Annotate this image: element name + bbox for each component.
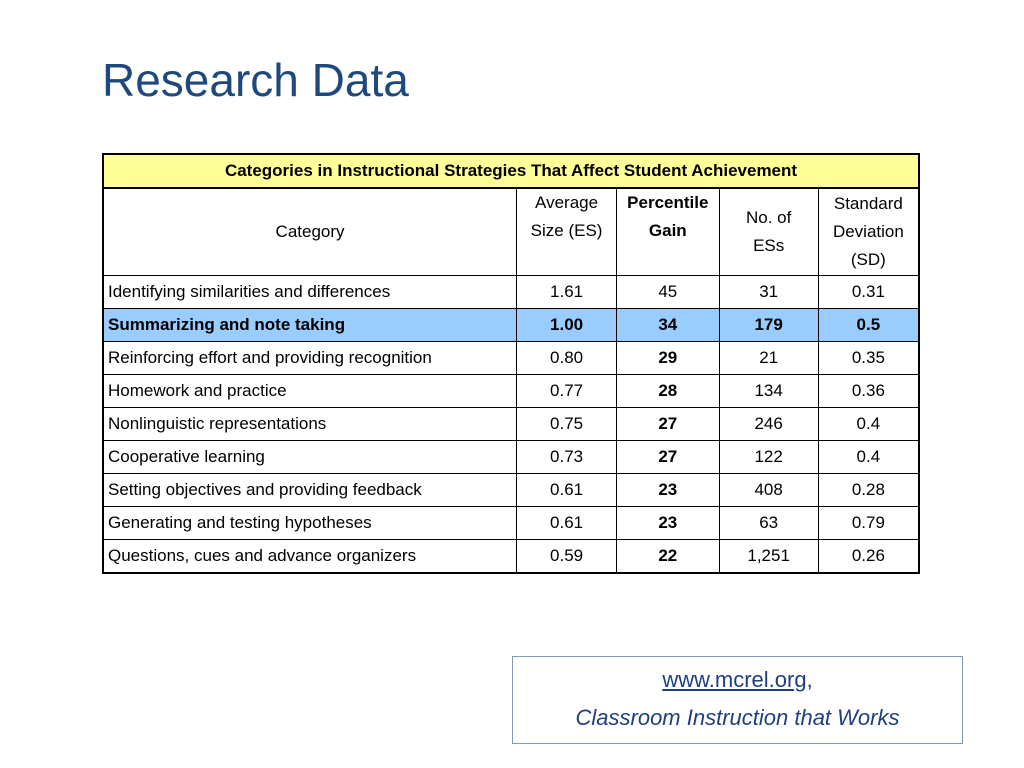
row-effect-size: 0.77 (516, 374, 618, 408)
table-row: Questions, cues and advance organizers 0… (102, 539, 920, 574)
row-number-of-es: 134 (718, 374, 819, 408)
row-effect-size: 0.59 (516, 539, 618, 574)
table-row: Identifying similarities and differences… (102, 275, 920, 309)
header-percentile-gain: Percentile Gain (616, 187, 720, 276)
row-number-of-es: 122 (718, 440, 819, 474)
header-gain-line1: Percentile (627, 193, 709, 212)
row-number-of-es: 63 (718, 506, 819, 540)
row-percentile-gain: 27 (616, 440, 720, 474)
row-percentile-gain: 29 (616, 341, 720, 375)
row-percentile-gain: 45 (616, 275, 720, 309)
row-number-of-es: 31 (718, 275, 819, 309)
table-row: Setting objectives and providing feedbac… (102, 473, 920, 507)
table-header-row: Category Average Size (ES) Percentile Ga… (102, 187, 920, 276)
table-caption-row: Categories in Instructional Strategies T… (102, 153, 920, 189)
row-standard-deviation: 0.35 (817, 341, 920, 375)
row-category: Reinforcing effort and providing recogni… (102, 341, 518, 375)
row-category: Questions, cues and advance organizers (102, 539, 518, 574)
row-effect-size: 0.61 (516, 473, 618, 507)
row-standard-deviation: 0.4 (817, 407, 920, 441)
row-standard-deviation: 0.36 (817, 374, 920, 408)
row-category: Cooperative learning (102, 440, 518, 474)
row-number-of-es: 21 (718, 341, 819, 375)
row-standard-deviation: 0.31 (817, 275, 920, 309)
row-percentile-gain: 23 (616, 473, 720, 507)
source-link-line: www.mcrel.org, (662, 667, 812, 692)
header-category: Category (102, 187, 518, 276)
row-number-of-es: 179 (718, 308, 819, 342)
row-percentile-gain: 23 (616, 506, 720, 540)
row-category: Summarizing and note taking (102, 308, 518, 342)
source-book-title: Classroom Instruction that Works (575, 705, 900, 730)
header-effect-size: Average Size (ES) (516, 187, 618, 276)
header-standard-deviation: Standard Deviation (SD) (817, 187, 920, 276)
row-effect-size: 0.73 (516, 440, 618, 474)
table-row: Nonlinguistic representations 0.75 27 24… (102, 407, 920, 441)
header-n-line2: ESs (753, 236, 785, 255)
header-number-of-es: No. of ESs (718, 187, 819, 276)
row-category: Nonlinguistic representations (102, 407, 518, 441)
row-standard-deviation: 0.4 (817, 440, 920, 474)
row-effect-size: 0.75 (516, 407, 618, 441)
header-effect-size-line1: Average (535, 193, 599, 212)
row-category: Homework and practice (102, 374, 518, 408)
header-sd-line1: Standard (833, 194, 903, 213)
row-percentile-gain: 34 (616, 308, 720, 342)
row-standard-deviation: 0.28 (817, 473, 920, 507)
table-caption: Categories in Instructional Strategies T… (102, 153, 920, 189)
table-row: Homework and practice 0.77 28 134 0.36 (102, 374, 920, 408)
row-number-of-es: 1,251 (718, 539, 819, 574)
row-category: Identifying similarities and differences (102, 275, 518, 309)
source-reference-box: www.mcrel.org, Classroom Instruction tha… (512, 656, 963, 744)
row-standard-deviation: 0.79 (817, 506, 920, 540)
header-effect-size-line2: Size (ES) (530, 221, 603, 240)
row-number-of-es: 408 (718, 473, 819, 507)
row-category: Generating and testing hypotheses (102, 506, 518, 540)
row-effect-size: 1.61 (516, 275, 618, 309)
row-number-of-es: 246 (718, 407, 819, 441)
header-n-line1: No. of (745, 208, 792, 227)
research-data-table: Categories in Instructional Strategies T… (102, 153, 920, 574)
row-percentile-gain: 28 (616, 374, 720, 408)
source-link-suffix: , (806, 667, 813, 692)
row-standard-deviation: 0.5 (817, 308, 920, 342)
row-effect-size: 0.61 (516, 506, 618, 540)
table-row: Generating and testing hypotheses 0.61 2… (102, 506, 920, 540)
table-row: Cooperative learning 0.73 27 122 0.4 (102, 440, 920, 474)
header-sd-line2: Deviation (832, 222, 904, 241)
table-row: Reinforcing effort and providing recogni… (102, 341, 920, 375)
slide-title: Research Data (102, 54, 409, 106)
table-row-highlighted: Summarizing and note taking 1.00 34 179 … (102, 308, 920, 342)
header-sd-line3: (SD) (850, 250, 886, 269)
row-effect-size: 1.00 (516, 308, 618, 342)
row-percentile-gain: 22 (616, 539, 720, 574)
row-standard-deviation: 0.26 (817, 539, 920, 574)
source-link[interactable]: www.mcrel.org (662, 667, 807, 692)
header-gain-line2: Gain (648, 221, 687, 240)
row-category: Setting objectives and providing feedbac… (102, 473, 518, 507)
row-percentile-gain: 27 (616, 407, 720, 441)
row-effect-size: 0.80 (516, 341, 618, 375)
